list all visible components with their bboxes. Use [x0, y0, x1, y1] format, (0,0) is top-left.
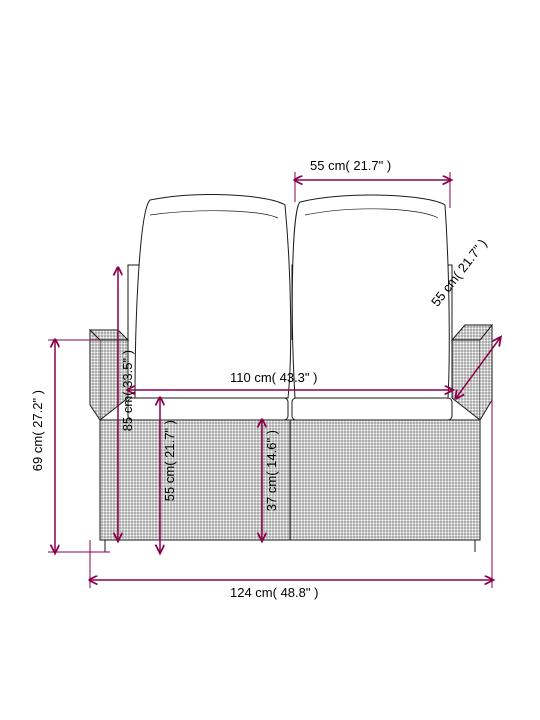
dimension-diagram — [0, 0, 540, 720]
dim-back-height: 85 cm( 33.5" ) — [120, 350, 135, 431]
dim-cushion-width: 55 cm( 21.7" ) — [310, 158, 391, 173]
dim-base-to-seat: 37 cm( 14.6" ) — [264, 430, 279, 511]
dim-inner-width: 110 cm( 43.3" ) — [230, 370, 317, 385]
dim-seat-height: 55 cm( 21.7" ) — [162, 420, 177, 501]
dim-arm-height: 69 cm( 27.2" ) — [30, 390, 45, 471]
dim-total-width: 124 cm( 48.8" ) — [230, 585, 318, 600]
